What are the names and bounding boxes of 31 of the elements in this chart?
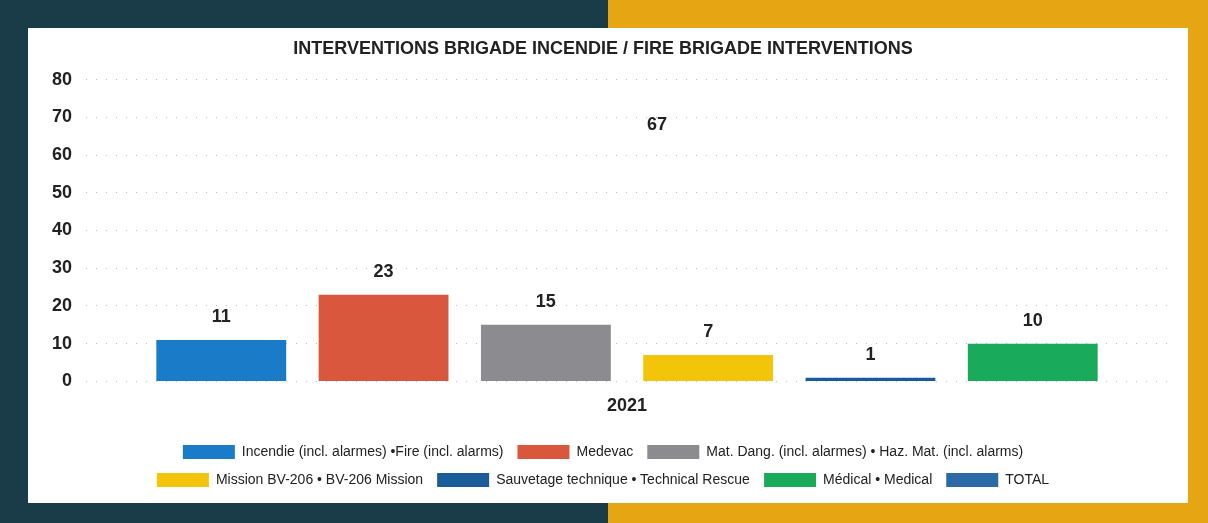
legend-label: Sauvetage technique • Technical Rescue	[496, 470, 751, 487]
data-label: 1	[865, 343, 876, 364]
y-tick-label: 50	[51, 181, 73, 202]
legend-label: TOTAL	[1005, 470, 1050, 487]
data-label: 11	[211, 305, 231, 326]
bar	[156, 339, 287, 381]
data-label: 10	[1022, 309, 1043, 330]
bar	[967, 343, 1098, 381]
data-label: 7	[703, 320, 714, 341]
y-tick-label: 20	[51, 294, 73, 315]
legend-label: Mission BV-206 • BV-206 Mission	[215, 470, 424, 487]
bar	[318, 294, 449, 381]
bar	[480, 324, 611, 381]
legend-label: Medevac	[576, 442, 634, 459]
x-tick-label: 2021	[606, 395, 648, 416]
legend-label: Mat. Dang. (incl. alarmes) • Haz. Mat. (incl. alarms)	[706, 442, 1024, 459]
chart-title: INTERVENTIONS BRIGADE INCENDIE / FIRE BRIGADE INTERVENTIONS	[293, 37, 913, 58]
y-tick-label: 30	[51, 257, 73, 278]
legend-label: Médical • Medical	[823, 470, 933, 487]
y-tick-label: 0	[62, 370, 73, 391]
y-tick-label: 80	[51, 68, 73, 89]
data-label: 23	[373, 260, 394, 281]
bar	[643, 354, 774, 381]
y-tick-label: 40	[51, 219, 73, 240]
data-label: 15	[535, 290, 556, 311]
y-tick-label: 70	[51, 106, 73, 127]
bar	[805, 377, 936, 381]
annotation: 67	[647, 113, 668, 134]
legend-label: Incendie (incl. alarmes) •Fire (incl. alarms)	[241, 442, 504, 459]
y-tick-label: 10	[51, 332, 73, 353]
y-tick-label: 60	[51, 144, 73, 165]
